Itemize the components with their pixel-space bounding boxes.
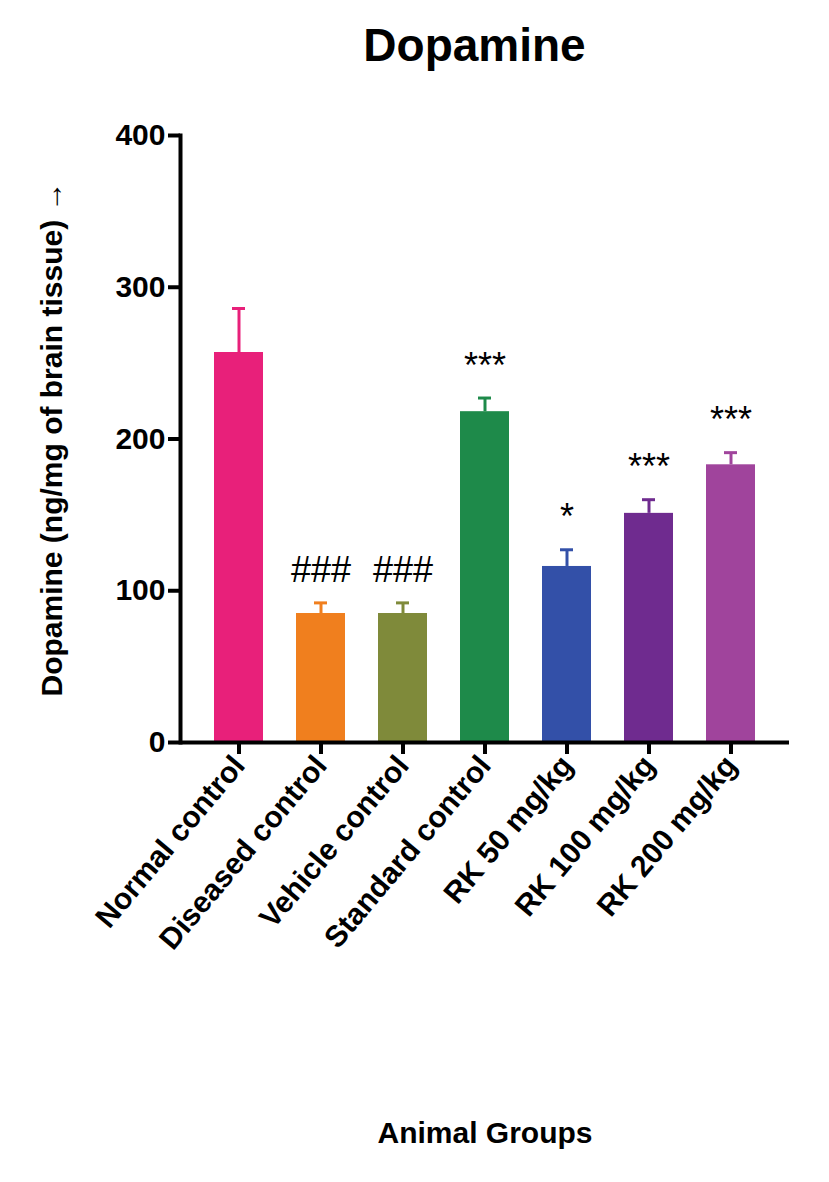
svg-text:Vehicle control: Vehicle control <box>252 749 414 934</box>
svg-text:100: 100 <box>115 573 165 606</box>
svg-text:RK 100 mg/kg: RK 100 mg/kg <box>508 749 661 922</box>
svg-text:Standard control: Standard control <box>317 748 497 954</box>
svg-text:0: 0 <box>149 725 166 758</box>
svg-text:RK 50 mg/kg: RK 50 mg/kg <box>436 748 579 910</box>
svg-text:RK 200 mg/kg: RK 200 mg/kg <box>590 749 743 922</box>
svg-text:***: *** <box>710 399 752 440</box>
svg-text:Diseased control: Diseased control <box>152 748 333 956</box>
svg-text:*: * <box>560 496 574 537</box>
svg-text:400: 400 <box>115 118 165 151</box>
svg-text:***: *** <box>464 345 506 386</box>
svg-text:300: 300 <box>115 270 165 303</box>
svg-text:Normal control: Normal control <box>89 749 251 934</box>
svg-text:###: ### <box>373 549 433 590</box>
svg-text:###: ### <box>291 549 351 590</box>
html-text:Dopamine: Dopamine <box>363 19 586 71</box>
svg-text:Dopamine (ng/mg of brain tissu: Dopamine (ng/mg of brain tissue) → <box>35 181 68 696</box>
svg-text:***: *** <box>628 446 670 487</box>
svg-text:200: 200 <box>115 422 165 455</box>
svg-text:Animal Groups: Animal Groups <box>377 1116 592 1149</box>
